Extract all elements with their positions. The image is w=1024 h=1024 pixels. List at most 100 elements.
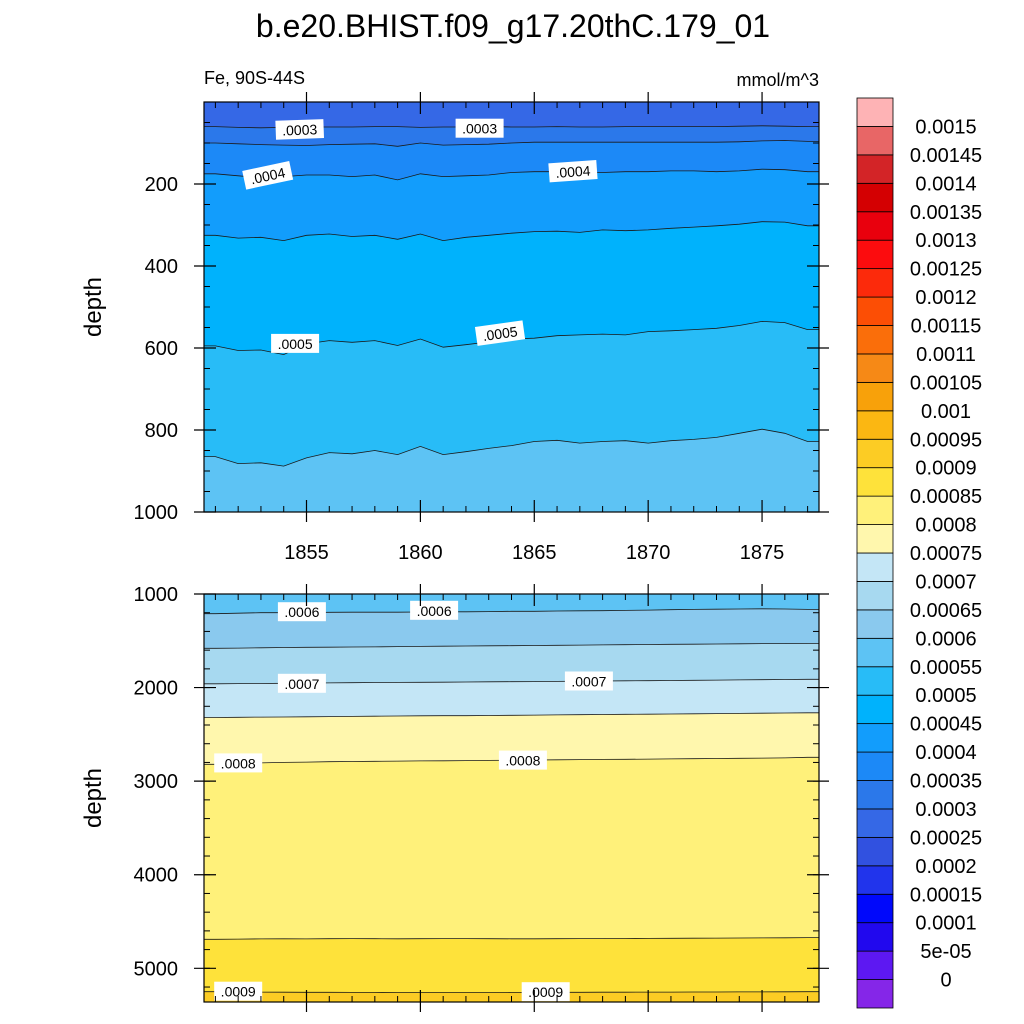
colorbar-label: 0.00045	[910, 714, 982, 736]
contour-label-bg	[214, 753, 263, 773]
colorbar-swatch	[856, 979, 894, 1009]
colorbar-label: 0.0003	[915, 799, 976, 821]
contour-label-bg	[548, 160, 598, 183]
colorbar-swatch	[856, 182, 894, 213]
contour-label: .0009	[521, 982, 570, 1002]
colorbar-swatch	[856, 808, 894, 838]
colorbar-label: 0.0012	[915, 287, 976, 309]
contour-label: .0003	[455, 118, 504, 138]
contour-label-bg	[498, 750, 547, 770]
colorbar-swatch	[856, 410, 894, 440]
colorbar-label: 5e-05	[920, 941, 971, 963]
contour-fill-0.00055	[204, 429, 819, 512]
colorbar-label: 0.00025	[910, 827, 982, 849]
colorbar-swatch	[856, 438, 894, 469]
contour-label-text: .0005	[482, 323, 519, 344]
colorbar-swatch	[856, 552, 894, 582]
contour-fill-0.00085	[204, 937, 819, 1002]
contour-label-bg	[474, 320, 526, 346]
colorbar-swatch	[856, 751, 894, 781]
y-tick-label: 400	[145, 256, 178, 278]
colorbar-label: 0.0002	[915, 856, 976, 878]
colorbar-swatch	[856, 780, 894, 810]
contour-label-text: .0003	[462, 121, 497, 137]
colorbar-label: 0.0013	[915, 230, 976, 252]
colorbar-label: 0.00075	[910, 543, 982, 565]
contour-label-bg	[277, 602, 326, 622]
colorbar-label: 0.00095	[910, 429, 982, 451]
colorbar-swatch	[856, 353, 894, 383]
contour-label: .0007	[564, 671, 613, 691]
colorbar-swatch	[856, 922, 894, 952]
contour-label-text: .0009	[528, 984, 563, 1000]
contour-label-bg	[455, 118, 504, 138]
contour-label-text: .0004	[249, 164, 287, 187]
x-tick-label: 1870	[626, 542, 671, 564]
y-tick-label: 1000	[134, 502, 179, 524]
x-tick-label: 1875	[740, 542, 785, 564]
x-tick-label: 1855	[284, 542, 329, 564]
colorbar-label: 0.00015	[910, 884, 982, 906]
contour-line-0.00085	[204, 937, 819, 940]
contour-line-0.0004	[204, 168, 819, 181]
contour-label-text: .0007	[284, 676, 319, 692]
lower-panel: .0006 .0006 .0007 .0007 .0008 .0008 .0009 .0009…	[80, 584, 829, 1012]
units-label: mmol/m^3	[737, 70, 819, 90]
colorbar-swatch	[856, 296, 894, 326]
y-tick-label: 5000	[134, 958, 179, 980]
colorbar-label: 0	[940, 970, 951, 992]
colorbar-swatch	[856, 836, 894, 867]
colorbar-swatch	[856, 211, 894, 241]
contour-label: .0005	[474, 320, 526, 346]
colorbar-swatch	[856, 239, 894, 270]
colorbar-label: 0.00135	[910, 202, 982, 224]
variable-label: Fe, 90S-44S	[204, 68, 305, 88]
contour-label-text: .0009	[221, 984, 256, 1000]
x-tick-label: 1865	[512, 542, 557, 564]
colorbar-label: 0.0015	[915, 116, 976, 138]
colorbar-label: 0.0011	[916, 344, 976, 366]
colorbar-label: 0.0001	[915, 913, 976, 935]
colorbar-swatch	[856, 950, 894, 980]
colorbar-swatch	[856, 893, 894, 924]
contour-line-0.00055	[204, 428, 819, 467]
colorbar-label: 0.00065	[910, 600, 982, 622]
colorbar-swatch	[856, 581, 894, 611]
colorbar-swatch	[856, 495, 894, 525]
contour-label-bg	[564, 671, 613, 691]
colorbar-swatch	[856, 865, 894, 895]
colorbar-label: 0.00115	[911, 316, 982, 338]
contour-label: .0007	[277, 673, 326, 693]
contour-label: .0006	[410, 600, 459, 620]
y-tick-label: 800	[145, 420, 178, 442]
y-tick-label: 200	[145, 174, 178, 196]
colorbar-swatch	[856, 381, 894, 412]
contour-label-text: .0005	[278, 336, 313, 352]
colorbar-label: 0.00105	[910, 372, 982, 394]
contour-label-text: .0003	[282, 121, 318, 138]
contour-label: .0004	[242, 161, 294, 190]
contour-label-text: .0008	[505, 753, 540, 769]
colorbar: 0 5e-05 0.0001 0.00015 0.0002 0.00025 0.0003 0.…	[856, 97, 982, 1009]
y-tick-label: 600	[145, 338, 178, 360]
y-tick-label: 3000	[134, 771, 179, 793]
contour-line-0.00035	[204, 140, 819, 147]
colorbar-label: 0.001	[921, 401, 971, 423]
colorbar-label: 0.0008	[915, 515, 976, 537]
colorbar-swatch	[856, 467, 894, 497]
contour-label-bg	[214, 981, 263, 1001]
colorbar-swatch	[856, 694, 894, 725]
colorbar-label: 0.00145	[910, 145, 982, 167]
contour-label: .0005	[271, 333, 320, 353]
colorbar-swatch	[856, 524, 894, 554]
chart-title: b.e20.BHIST.f09_g17.20thC.179_01	[256, 8, 770, 44]
contour-label: .0008	[214, 753, 263, 773]
contour-label-bg	[277, 673, 326, 693]
colorbar-swatch	[856, 666, 894, 696]
colorbar-label: 0.0004	[915, 742, 976, 764]
colorbar-label: 0.00055	[910, 657, 982, 679]
contour-label: .0003	[275, 119, 324, 140]
upper-panel: .0003 .0003 .0004 .0004 .0005 .0005 200 400 600 8…	[80, 92, 829, 564]
colorbar-label: 0.0005	[915, 685, 976, 707]
